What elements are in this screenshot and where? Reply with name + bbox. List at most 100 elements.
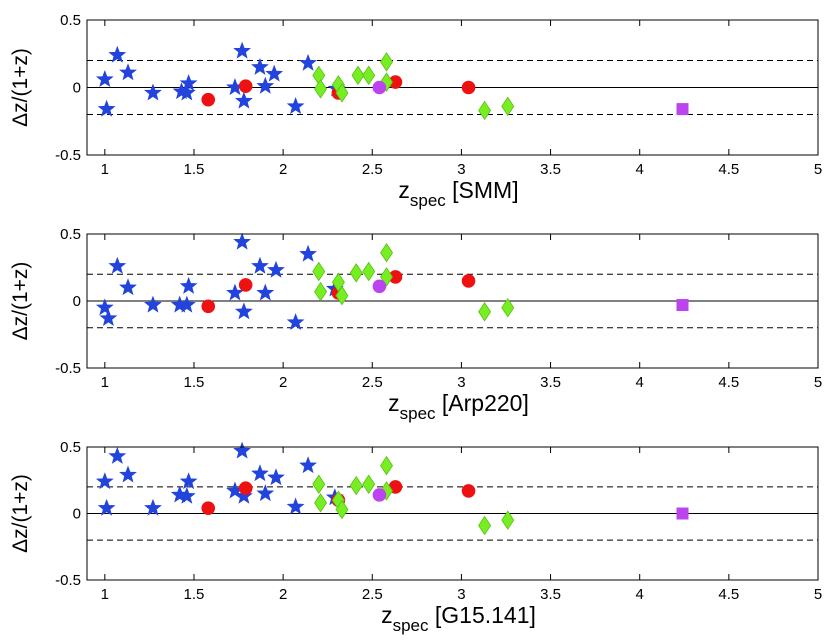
stars-marker [144,295,162,313]
panel-arp220: 1 1.5 2 2.5 3 3.5 4 4.5 5 -0.5 0 0.5 Δz/(1+z) zspec [… [9,226,822,423]
stars-marker [286,497,305,515]
stars-marker [256,484,275,502]
x-tick-label: 1 [101,586,109,603]
stars-marker [233,41,252,59]
stars-marker [108,256,127,274]
diamonds-marker [314,281,328,302]
y-tick-label: 0.5 [60,439,81,456]
x-tick-label: 4 [636,374,644,391]
stars-marker [144,83,162,101]
x-tick-label: 2.5 [362,161,383,178]
x-tick-label: 5 [814,374,822,391]
circles-marker [461,484,476,498]
stars-marker [179,276,198,294]
x-tick-label: 5 [814,586,822,603]
diamonds-marker [335,285,349,306]
diamonds-marker [331,272,345,292]
diamonds-marker [362,261,376,282]
y-axis-label: Δz/(1+z) [9,262,32,341]
stars-marker [108,446,127,464]
stars-marker [267,260,285,278]
x-tick-label: 3 [457,374,465,391]
y-tick-label: -0.5 [55,360,81,377]
stars-marker [251,256,269,274]
stars-marker [99,309,118,326]
x-label-main: z [388,390,400,416]
stars-marker [119,63,137,81]
diamonds-marker [314,79,328,99]
stars-marker [119,465,137,483]
diamonds-marker [335,499,349,520]
circles-marker [201,501,216,515]
diamonds-marker [478,301,492,322]
diamonds-marker [351,65,365,86]
stars-marker [299,244,317,262]
x-axis-label: zspec [Arp220] [388,390,529,423]
stars-marker [299,456,317,474]
y-tick-label: 0 [73,293,81,310]
diamonds-marker [312,65,326,86]
stars-marker [177,295,196,313]
purple-square-marker [676,103,689,116]
x-label-main: z [398,177,410,203]
circles-marker [388,270,403,284]
diamonds-marker [380,243,394,263]
x-tick-label: 4.5 [718,374,739,391]
diamonds-marker [349,475,363,496]
diamonds-marker [478,515,492,536]
x-label-suffix: [SMM] [446,177,519,203]
stars-marker [256,76,275,94]
stars-marker [256,283,275,301]
purple-square-marker [676,299,689,312]
circles-marker [388,75,403,89]
diamonds-marker [478,100,492,121]
diamonds-marker [501,297,515,318]
stars-marker [97,498,116,516]
circles-marker [201,92,216,107]
circles-marker [461,274,476,288]
stars-marker [144,498,162,516]
x-tick-label: 4 [636,161,644,178]
diamonds-marker [312,474,326,494]
x-tick-label: 4.5 [718,586,739,603]
diamonds-marker [312,261,326,282]
x-tick-label: 3.5 [540,586,561,603]
stars-marker [95,472,114,490]
diamonds-marker [314,493,328,513]
diamonds-marker [349,263,363,283]
y-tick-label: 0.5 [60,12,81,29]
y-tick-label: -0.5 [55,572,81,589]
x-label-suffix: [Arp220] [436,390,529,416]
stars-marker [299,53,317,71]
diamonds-marker [380,52,394,72]
x-tick-label: 2.5 [362,374,383,391]
stars-marker [251,57,269,75]
x-label-suffix: [G15.141] [429,602,536,628]
x-label-subscript: spec [393,616,429,635]
x-tick-label: 2 [279,161,287,178]
x-tick-label: 5 [814,161,822,178]
stars-marker [267,468,285,486]
stars-marker [119,278,137,296]
y-axis-label: Δz/(1+z) [9,474,32,553]
purple-square-marker [676,507,689,520]
stars-marker [286,97,305,114]
diamonds-marker [335,83,349,103]
circles-marker [238,79,253,93]
x-tick-label: 1 [101,374,109,391]
stars-marker [235,302,253,320]
x-tick-label: 1 [101,161,109,178]
x-label-subscript: spec [410,191,446,210]
x-tick-label: 3 [457,586,465,603]
stars-marker [233,232,252,250]
x-tick-label: 2 [279,586,287,603]
stars-marker [226,283,244,301]
x-tick-label: 2 [279,374,287,391]
diamonds-marker [501,510,515,530]
x-axis-label: zspec [G15.141] [381,602,536,635]
stars-marker [108,45,127,63]
diamonds-marker [380,455,394,476]
circles-marker [238,278,253,292]
panel-smm: 1 1.5 2 2.5 3 3.5 4 4.5 5 -0.5 0 0.5 Δz/(1+z) zspec [… [9,12,822,210]
